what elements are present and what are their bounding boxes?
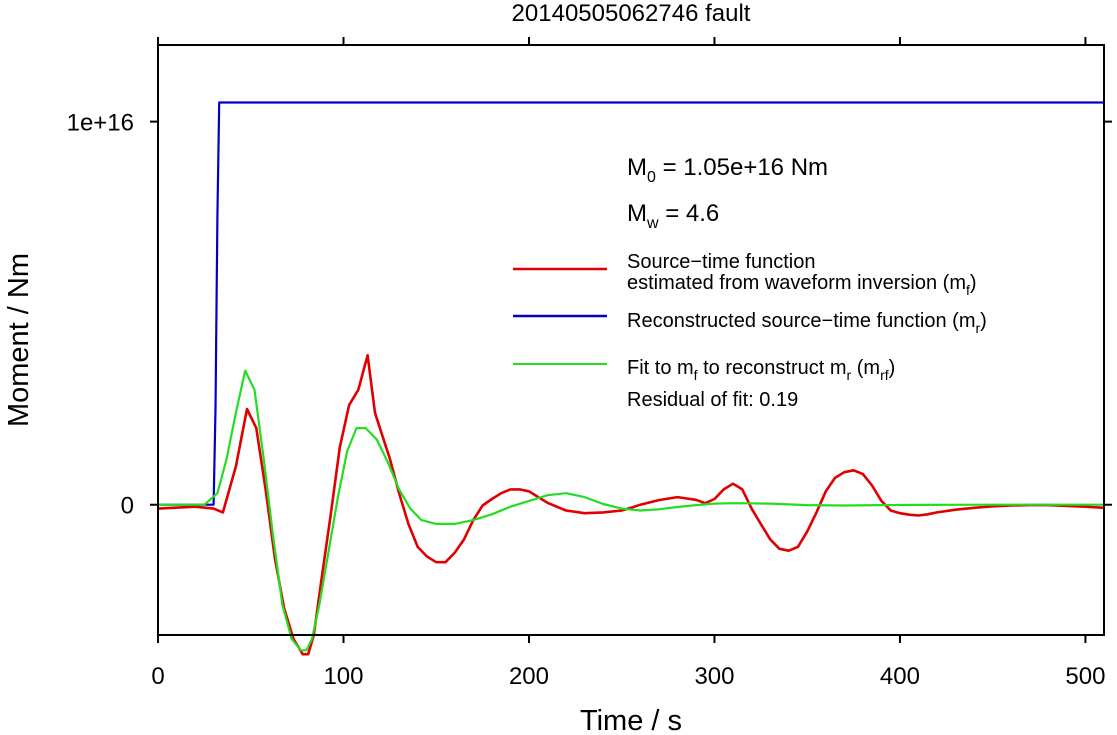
y-tick-label: 0 (121, 493, 134, 520)
moment-annotation: Mw = 4.6 (627, 200, 719, 232)
chart-title: 20140505062746 fault (512, 0, 751, 27)
legend-label-1: Reconstructed source−time function (mr) (627, 310, 987, 336)
legend-label-0: Source−time function (627, 251, 815, 273)
legend-label-2: Fit to mf to reconstruct mr (mrf) (627, 357, 895, 383)
moment-annotation: M0 = 1.05e+16 Nm (627, 154, 828, 186)
x-tick-label: 300 (694, 663, 734, 690)
residual-note: Residual of fit: 0.19 (627, 389, 798, 411)
y-axis-label: Moment / Nm (3, 253, 35, 427)
x-tick-label: 200 (509, 663, 549, 690)
y-tick-label: 1e+16 (67, 110, 134, 137)
axes-layer: 0 100 200 300 400 500 0 1e+16 (67, 37, 1112, 690)
series-line-2 (158, 369, 1104, 652)
series-layer (157, 101, 1105, 656)
x-tick-label: 400 (880, 663, 920, 690)
legend-label-0: estimated from waveform inversion (mf) (627, 272, 977, 298)
series-line-1 (157, 354, 1105, 656)
x-tick-label: 0 (151, 663, 164, 690)
x-tick-label: 500 (1065, 663, 1105, 690)
annotation-layer: M0 = 1.05e+16 Nm Mw = 4.6 (627, 154, 828, 232)
x-tick-label: 100 (323, 663, 363, 690)
x-axis-label: Time / s (580, 705, 682, 735)
plot-frame (157, 44, 1105, 636)
